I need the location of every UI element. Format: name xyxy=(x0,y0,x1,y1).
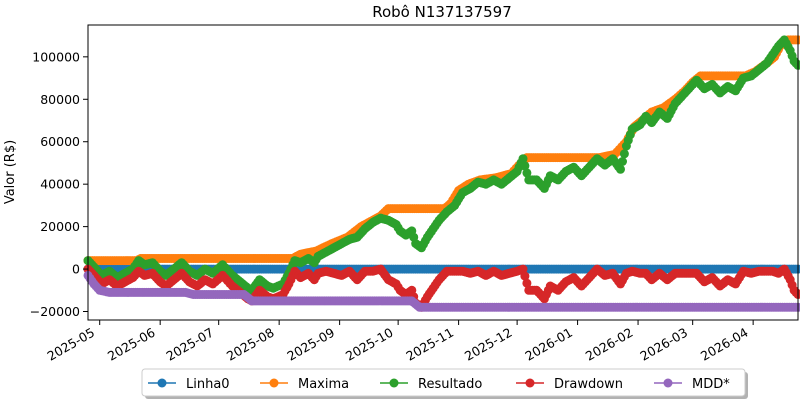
x-tick-label: 2025-07 xyxy=(163,325,216,364)
y-tick-label: 100000 xyxy=(32,49,80,64)
legend-label-0: Linha0 xyxy=(186,377,230,392)
x-tick-label: 2026-02 xyxy=(583,325,636,364)
marker xyxy=(619,149,629,159)
marker xyxy=(522,168,532,178)
x-tick-label: 2025-12 xyxy=(462,325,515,364)
x-tick-label: 2025-11 xyxy=(403,325,456,364)
x-tick-label: 2026-01 xyxy=(522,325,575,364)
marker xyxy=(520,271,530,281)
series-markers-2 xyxy=(83,35,800,295)
x-tick-label: 2025-08 xyxy=(224,325,277,364)
series-1 xyxy=(83,35,800,266)
marker xyxy=(618,157,627,166)
y-tick-label: 0 xyxy=(72,262,80,277)
legend-label-3: Drawdown xyxy=(554,377,623,392)
series-line-1 xyxy=(88,39,798,262)
legend-label-1: Maxima xyxy=(298,377,349,392)
marker xyxy=(520,161,530,171)
x-tick-label: 2026-04 xyxy=(698,325,751,364)
legend-label-2: Resultado xyxy=(418,377,482,392)
y-axis: −20000 0 20000 40000 60000 80000 100000 xyxy=(30,49,88,319)
x-axis: 2025-05 2025-06 2025-07 2025-08 2025-09 2025-… xyxy=(44,320,754,364)
legend-box xyxy=(141,368,746,397)
legend-label-4: MDD* xyxy=(692,377,730,392)
legend-marker-4 xyxy=(663,378,673,388)
marker xyxy=(518,154,528,164)
marker xyxy=(518,264,528,274)
plot-frame xyxy=(87,24,799,321)
y-tick-label: 20000 xyxy=(40,219,80,234)
x-tick-label: 2026-03 xyxy=(637,325,690,364)
x-tick-label: 2025-09 xyxy=(284,325,337,364)
y-tick-label: 40000 xyxy=(40,177,80,192)
legend-marker-1 xyxy=(269,378,279,388)
series-layer xyxy=(83,35,800,312)
legend: Linha0 Maxima Resultado Drawdown MDD* xyxy=(141,368,748,399)
y-tick-label: −20000 xyxy=(30,304,80,319)
y-tick-label: 60000 xyxy=(40,134,80,149)
legend-marker-0 xyxy=(157,378,167,388)
marker xyxy=(616,164,625,174)
x-tick-label: 2025-10 xyxy=(343,325,396,364)
x-tick-label: 2025-06 xyxy=(105,325,158,364)
y-axis-label: Valor (R$) xyxy=(3,140,18,204)
legend-marker-3 xyxy=(525,378,535,388)
series-2 xyxy=(83,35,800,295)
series-4 xyxy=(83,270,800,312)
series-markers-1 xyxy=(83,35,800,266)
chart-title: Robô N137137597 xyxy=(372,3,512,21)
y-tick-label: 80000 xyxy=(40,92,80,107)
x-tick-label: 2025-05 xyxy=(44,325,97,364)
series-line-2 xyxy=(87,38,799,292)
series-markers-4 xyxy=(83,270,800,312)
marker xyxy=(522,278,532,288)
legend-marker-2 xyxy=(389,378,399,388)
